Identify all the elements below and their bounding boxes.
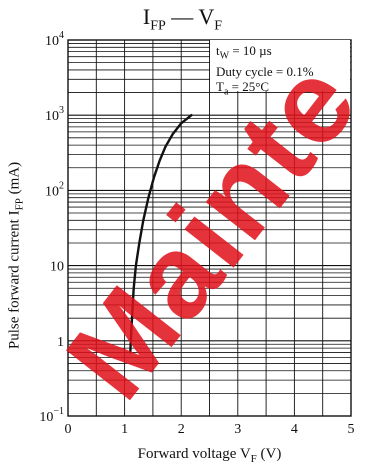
x-axis-label: Forward voltage VF (V) xyxy=(137,446,282,465)
x-tick-label: 0 xyxy=(65,422,72,437)
x-tick-label: 5 xyxy=(348,422,355,437)
y-tick-label: 102 xyxy=(45,180,64,199)
ifp-vf-curve xyxy=(129,114,193,354)
y-axis-label: Pulse forward current IFP (mA) xyxy=(6,161,26,350)
conditions-legend: tW = 10 µs Duty cycle = 0.1% Ta = 25°C xyxy=(210,40,350,97)
y-tick-label: 103 xyxy=(45,105,64,124)
plot-frame xyxy=(67,39,352,417)
x-tick-label: 1 xyxy=(121,422,128,437)
condition-temperature: Ta = 25°C xyxy=(216,78,270,98)
y-tick-label: 104 xyxy=(45,30,64,49)
x-tick-label: 4 xyxy=(291,422,298,437)
chart-title: IFP — VF xyxy=(142,4,223,34)
condition-duty-cycle: Duty cycle = 0.1% xyxy=(216,63,314,79)
x-tick-label: 3 xyxy=(234,422,241,437)
y-tick-label: 1 xyxy=(57,335,64,350)
x-tick-label: 2 xyxy=(178,422,185,437)
y-tick-label: 10−1 xyxy=(39,406,64,425)
y-tick-label: 10 xyxy=(50,260,64,275)
condition-pulse-width: tW = 10 µs xyxy=(216,43,272,62)
